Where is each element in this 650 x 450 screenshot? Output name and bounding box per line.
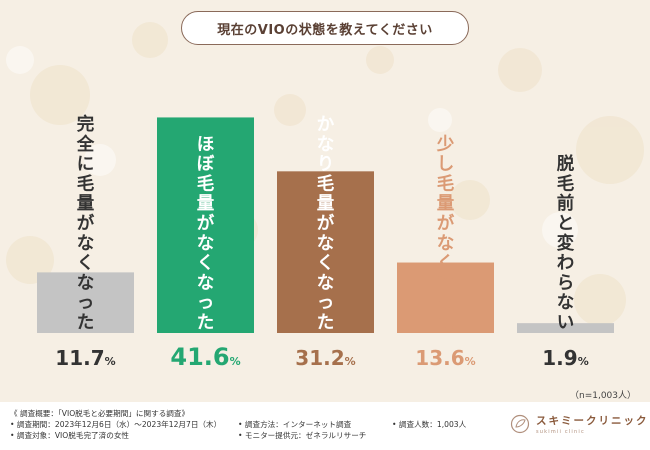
category-label-2: ほぼ毛量がなくなった: [197, 135, 215, 333]
category-label-3: かなり毛量がなくなった: [317, 115, 335, 333]
survey-info-col2: • 調査方法：インターネット調査 • モニター提供元：ゼネラルリサーチ: [238, 419, 366, 441]
value-label-4: 13.6%: [415, 346, 475, 370]
value-label-1: 11.7%: [55, 346, 115, 370]
survey-line: 《 調査概要：「VIO脱毛と必要期間」に関する調査》: [10, 409, 190, 418]
survey-info-col1: 《 調査概要：「VIO脱毛と必要期間」に関する調査》 • 調査期間：2023年1…: [10, 408, 221, 441]
survey-footer: 《 調査概要：「VIO脱毛と必要期間」に関する調査》 • 調査期間：2023年1…: [0, 402, 650, 450]
survey-info-col3: • 調査人数：1,003人: [392, 419, 466, 430]
sample-size-note: （n=1,003人）: [569, 391, 636, 401]
clinic-logo: スキミークリニック sukimii clinic: [510, 413, 649, 435]
survey-line: • 調査人数：1,003人: [392, 420, 467, 429]
bar-2: [157, 117, 254, 333]
value-label-2: 41.6%: [170, 343, 240, 371]
chart-title: 現在のVIOの状態を教えてください: [181, 11, 469, 45]
value-label-5: 1.9%: [542, 346, 588, 370]
logo-subname: sukimii clinic: [536, 429, 585, 435]
logo-name: スキミークリニック: [536, 415, 649, 427]
category-label-4: 少し毛量がなくなった: [436, 134, 455, 333]
category-label-1: 完全に毛量がなくなった: [76, 114, 95, 333]
survey-line: • 調査対象：VIO脱毛完了済の女性: [10, 431, 130, 440]
value-label-3: 31.2%: [295, 346, 355, 370]
leaf-logo-icon: [510, 414, 530, 434]
bar-4: [397, 262, 494, 333]
category-label-5: 脱毛前と変わらない: [557, 154, 575, 333]
survey-line: • 調査期間：2023年12月6日（水）〜2023年12月7日（木）: [10, 420, 222, 429]
bar-3: [277, 171, 374, 333]
bar-5: [517, 323, 614, 333]
survey-line: • 調査方法：インターネット調査: [238, 420, 352, 429]
survey-line: • モニター提供元：ゼネラルリサーチ: [238, 431, 367, 440]
bar-1: [37, 272, 134, 333]
